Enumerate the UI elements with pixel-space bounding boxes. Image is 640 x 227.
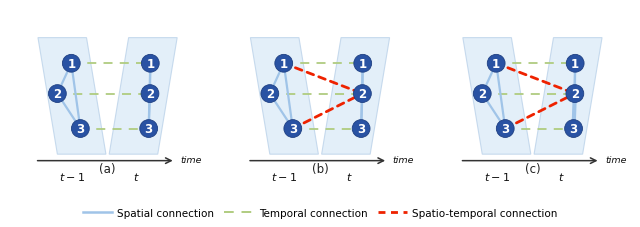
Circle shape	[141, 85, 159, 103]
Polygon shape	[109, 38, 177, 155]
Circle shape	[284, 120, 301, 138]
Text: (a): (a)	[99, 163, 116, 175]
Polygon shape	[38, 38, 106, 155]
Text: $t-1$: $t-1$	[271, 170, 298, 182]
Text: 1: 1	[358, 57, 367, 70]
Text: 1: 1	[146, 57, 154, 70]
Text: $t-1$: $t-1$	[484, 170, 510, 182]
Text: time: time	[605, 156, 627, 165]
Text: $t-1$: $t-1$	[59, 170, 85, 182]
Text: $t$: $t$	[346, 170, 353, 182]
Polygon shape	[534, 38, 602, 155]
Text: 2: 2	[571, 88, 579, 101]
Text: 1: 1	[571, 57, 579, 70]
Text: 3: 3	[76, 123, 84, 136]
Text: time: time	[393, 156, 414, 165]
Polygon shape	[463, 38, 531, 155]
Polygon shape	[250, 38, 318, 155]
Text: 3: 3	[570, 123, 578, 136]
Text: $t$: $t$	[133, 170, 140, 182]
Circle shape	[566, 55, 584, 73]
Circle shape	[566, 85, 584, 103]
Text: 3: 3	[357, 123, 365, 136]
Circle shape	[354, 55, 372, 73]
Text: 3: 3	[145, 123, 153, 136]
Polygon shape	[322, 38, 390, 155]
Circle shape	[261, 85, 279, 103]
Circle shape	[72, 120, 89, 138]
Circle shape	[352, 120, 370, 138]
Text: 1: 1	[492, 57, 500, 70]
Circle shape	[474, 85, 491, 103]
Circle shape	[353, 85, 371, 103]
Text: 3: 3	[501, 123, 509, 136]
Text: time: time	[180, 156, 202, 165]
Text: (b): (b)	[312, 163, 328, 175]
Text: 2: 2	[266, 88, 274, 101]
Circle shape	[141, 55, 159, 73]
Legend: Spatial connection, Temporal connection, Spatio-temporal connection: Spatial connection, Temporal connection,…	[78, 204, 562, 222]
Text: 2: 2	[146, 88, 154, 101]
Text: (c): (c)	[525, 163, 540, 175]
Text: 1: 1	[67, 57, 76, 70]
Circle shape	[140, 120, 157, 138]
Circle shape	[62, 55, 80, 73]
Circle shape	[487, 55, 505, 73]
Text: $t$: $t$	[558, 170, 565, 182]
Circle shape	[564, 120, 582, 138]
Text: 2: 2	[53, 88, 61, 101]
Circle shape	[49, 85, 67, 103]
Text: 2: 2	[358, 88, 367, 101]
Circle shape	[497, 120, 514, 138]
Text: 3: 3	[289, 123, 297, 136]
Circle shape	[275, 55, 292, 73]
Text: 1: 1	[280, 57, 288, 70]
Text: 2: 2	[478, 88, 486, 101]
